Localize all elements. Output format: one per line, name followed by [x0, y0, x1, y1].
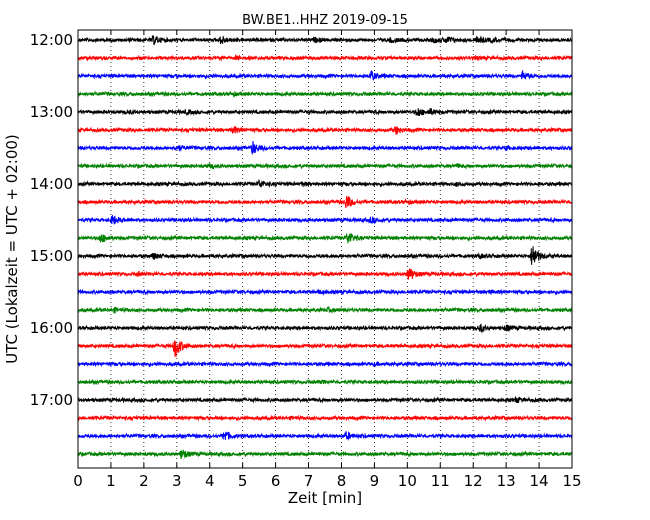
y-axis: 12:00 13:00 14:00 15:00 16:00 17:00 [30, 31, 83, 409]
chart-title: BW.BE1..HHZ 2019-09-15 [242, 13, 408, 28]
x-tick-label: 13 [497, 472, 516, 490]
trace-1415 [77, 196, 573, 209]
y-tick-label: 15:00 [30, 247, 73, 265]
y-tick-label: 13:00 [30, 103, 73, 121]
trace-1400 [77, 179, 573, 189]
trace-1615 [77, 340, 573, 357]
trace-1345 [77, 162, 573, 171]
trace-1300 [77, 107, 573, 117]
plot-frame [77, 29, 573, 469]
trace-1700 [77, 396, 573, 404]
trace-1200 [77, 34, 572, 46]
seismogram-traces [77, 34, 573, 460]
x-tick-label: 12 [464, 472, 483, 490]
trace-1630 [77, 360, 573, 368]
trace-1530 [77, 288, 573, 296]
x-tick-label: 4 [205, 472, 215, 490]
trace-1545 [77, 305, 573, 314]
trace-1515 [77, 268, 573, 280]
x-tick-label: 11 [431, 472, 450, 490]
trace-1330 [77, 141, 573, 155]
trace-1215 [77, 53, 573, 62]
x-tick-label: 7 [304, 472, 314, 490]
trace-1600 [77, 323, 573, 334]
y-tick-label: 14:00 [30, 175, 73, 193]
x-tick-label: 2 [139, 472, 149, 490]
trace-1245 [77, 90, 573, 98]
x-tick-label: 0 [73, 472, 83, 490]
trace-1730 [77, 431, 573, 442]
x-tick-label: 15 [562, 472, 581, 490]
x-tick-label: 8 [337, 472, 347, 490]
x-tick-label: 14 [530, 472, 549, 490]
y-axis-label: UTC (Lokalzeit = UTC + 02:00) [3, 134, 21, 364]
x-tick-label: 1 [106, 472, 116, 490]
x-tick-label: 6 [271, 472, 281, 490]
x-tick-label: 10 [398, 472, 417, 490]
trace-1230 [77, 69, 573, 81]
y-tick-label: 12:00 [30, 31, 73, 49]
x-tick-label: 5 [238, 472, 248, 490]
y-tick-label: 17:00 [30, 391, 73, 409]
x-tick-label: 9 [370, 472, 380, 490]
x-axis-label: Zeit [min] [288, 489, 362, 507]
trace-1645 [77, 378, 573, 386]
trace-1315 [77, 126, 573, 135]
trace-1715 [77, 414, 573, 422]
trace-1500 [77, 246, 573, 265]
trace-1430 [77, 215, 573, 225]
trace-1745 [77, 449, 573, 460]
x-tick-label: 3 [172, 472, 182, 490]
trace-1445 [77, 232, 573, 244]
x-axis: 0 1 2 3 4 5 6 7 8 9 10 11 12 13 14 15 [73, 30, 582, 490]
y-tick-label: 16:00 [30, 319, 73, 337]
